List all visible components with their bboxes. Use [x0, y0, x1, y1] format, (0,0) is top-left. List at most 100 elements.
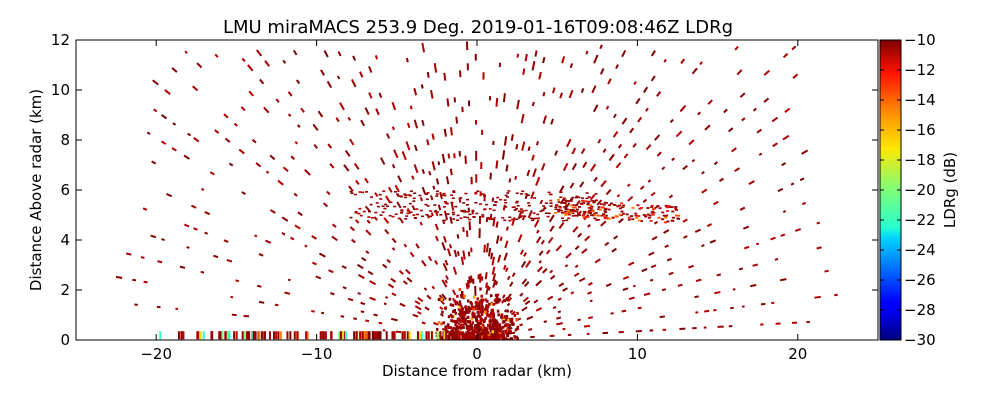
echo-melting-layer: [567, 200, 571, 202]
echo-streak: [367, 270, 374, 276]
echo-streak: [621, 49, 627, 58]
echo-band: [415, 208, 419, 210]
echo-streak: [679, 104, 687, 113]
colorbar-tick-label: −12: [904, 61, 936, 79]
echo-dense: [470, 305, 474, 309]
echo-band: [511, 206, 515, 209]
y-tick-label: 10: [51, 81, 70, 99]
echo-streak: [304, 168, 311, 176]
y-tick-label: 0: [60, 331, 70, 349]
echo-dense: [453, 299, 457, 303]
echo-band: [554, 206, 558, 208]
echo-streak: [505, 164, 509, 172]
echo-ground-clutter: [218, 331, 221, 340]
echo-streak: [663, 58, 667, 63]
echo-streak: [143, 280, 148, 284]
echo-band: [547, 191, 551, 194]
echo-streak: [552, 306, 557, 310]
echo-melting-layer: [571, 206, 575, 209]
echo-streak: [782, 52, 789, 59]
echo-ground-clutter: [258, 331, 261, 340]
echo-streak: [349, 226, 356, 232]
echo-streak: [383, 302, 387, 306]
echo-streak: [432, 185, 436, 190]
echo-dense: [463, 320, 466, 324]
echo-streak: [390, 317, 398, 322]
echo-streak: [294, 224, 301, 230]
echo-streak: [398, 270, 404, 275]
echo-streak: [801, 149, 809, 155]
echo-streak: [441, 153, 446, 164]
echo-ground-clutter: [373, 331, 376, 340]
echo-melting-layer: [665, 206, 669, 209]
echo-dense: [501, 331, 505, 335]
echo-streak: [446, 248, 452, 257]
echo-streak: [437, 161, 441, 166]
echo-streak: [727, 127, 734, 133]
echo-streak: [539, 199, 544, 205]
echo-streak: [602, 148, 607, 153]
echo-streak: [587, 291, 593, 295]
echo-streak: [549, 269, 554, 274]
echo-melting-layer: [613, 204, 617, 206]
echo-streak: [238, 148, 245, 155]
echo-streak: [714, 291, 721, 295]
echo-streak: [534, 50, 538, 57]
echo-streak: [439, 313, 444, 317]
echo-streak: [287, 91, 293, 97]
echo-streak: [390, 277, 397, 283]
echo-streak: [548, 214, 555, 223]
echo-streak: [433, 321, 439, 326]
echo-band: [548, 193, 552, 196]
echo-melting-layer: [607, 208, 611, 211]
echo-streak: [460, 256, 465, 265]
echo-streak: [335, 117, 340, 123]
echo-streak: [465, 282, 469, 290]
echo-melting-layer: [646, 207, 650, 209]
echo-streak: [426, 71, 430, 78]
echo-streak: [542, 115, 547, 124]
echo-streak: [443, 72, 447, 81]
echo-dense: [492, 322, 495, 326]
echo-streak: [531, 154, 535, 161]
echo-ground-clutter: [391, 331, 394, 340]
echo-streak: [495, 221, 499, 228]
echo-band: [575, 195, 579, 198]
echo-ground-clutter: [245, 331, 248, 340]
echo-band: [586, 202, 590, 205]
echo-band: [404, 196, 408, 199]
echo-melting-layer: [674, 207, 678, 210]
echo-streak: [523, 281, 530, 288]
echo-streak: [431, 285, 436, 290]
echo-streak: [415, 243, 420, 249]
echo-dense: [507, 318, 510, 322]
echo-streak: [581, 248, 588, 254]
echo-ground-clutter: [221, 331, 224, 340]
echo-melting-layer: [604, 214, 608, 217]
echo-band: [504, 206, 508, 208]
echo-band: [567, 211, 571, 214]
echo-band: [396, 193, 400, 196]
echo-streak: [622, 287, 629, 291]
echo-streak: [527, 209, 533, 219]
echo-dense: [503, 315, 507, 319]
echo-streak: [204, 211, 211, 216]
echo-band: [544, 212, 548, 215]
x-tick-label: −10: [301, 345, 333, 363]
echo-dense: [451, 328, 454, 332]
echo-band: [481, 214, 485, 216]
echo-streak: [391, 126, 395, 131]
echo-band: [374, 211, 378, 214]
echo-streak: [300, 107, 305, 113]
echo-band: [523, 215, 527, 218]
echo-dense: [498, 326, 501, 330]
echo-ground-clutter: [226, 331, 229, 340]
echo-melting-layer: [593, 200, 597, 203]
echo-band: [349, 190, 353, 193]
echo-dense: [464, 318, 467, 322]
echo-dense: [493, 337, 497, 340]
x-tick-label: 20: [788, 345, 807, 363]
echo-streak: [391, 101, 397, 111]
echo-band: [518, 216, 522, 219]
echo-streak: [664, 244, 669, 249]
